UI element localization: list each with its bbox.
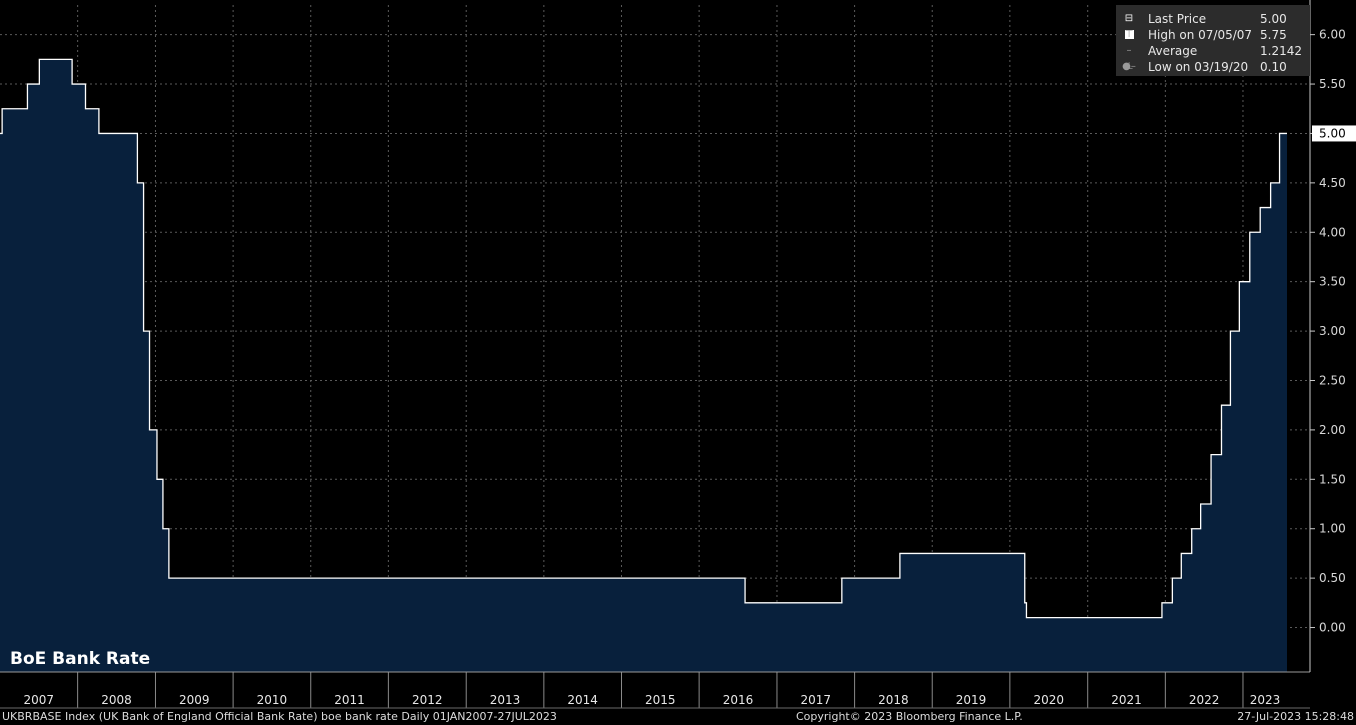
axes	[0, 0, 1315, 709]
legend-row-average[interactable]: –●– Average 1.2142	[1116, 43, 1310, 72]
last-value-text: 5.00	[1319, 126, 1346, 140]
x-tick-label: 2019	[956, 693, 987, 707]
y-tick-label: 5.50	[1319, 77, 1346, 91]
x-tick-label: 2014	[567, 693, 598, 707]
legend-row-low[interactable]: ⊥ Low on 03/19/20 0.10	[1116, 59, 1310, 75]
x-tick-label: 2015	[645, 693, 676, 707]
x-tick-label: 2012	[412, 693, 443, 707]
high-marker-icon: ⊤	[1124, 29, 1134, 40]
x-tick-label: 2016	[723, 693, 754, 707]
legend-label: Low on 03/19/20	[1148, 60, 1249, 74]
y-tick-label: 0.00	[1319, 621, 1346, 635]
y-tick-label: 4.00	[1319, 225, 1346, 239]
series-line	[0, 58, 1287, 619]
y-tick-label: 0.50	[1319, 571, 1346, 585]
legend-value: 1.2142	[1260, 44, 1302, 58]
y-tick-label: 6.00	[1319, 28, 1346, 42]
series	[0, 58, 1287, 673]
x-tick-label: 2023	[1250, 693, 1281, 707]
x-tick-label: 2009	[179, 693, 210, 707]
y-tick-label: 4.50	[1319, 176, 1346, 190]
x-tick-label: 2011	[334, 693, 365, 707]
footer-copyright: Copyright© 2023 Bloomberg Finance L.P.	[796, 710, 1023, 723]
low-marker-icon: ⊥	[1124, 61, 1134, 72]
chart-title: BoE Bank Rate	[10, 649, 150, 669]
legend-label: Average	[1148, 44, 1198, 58]
legend-value: 0.10	[1260, 60, 1287, 74]
y-tick-label: 2.00	[1319, 423, 1346, 437]
last-price-box-icon: ⊟	[1122, 11, 1136, 39]
legend-value: 5.75	[1260, 28, 1287, 42]
y-tick-label: 1.50	[1319, 472, 1346, 486]
x-tick-label: 2021	[1111, 693, 1142, 707]
x-tick-label: 2013	[490, 693, 521, 707]
legend-label: High on 07/05/07	[1148, 28, 1253, 42]
series-area	[0, 59, 1287, 673]
y-tick-label: 3.00	[1319, 324, 1346, 338]
y-tick-label: 1.00	[1319, 522, 1346, 536]
x-tick-label: 2022	[1189, 693, 1220, 707]
legend-row-last-price[interactable]: ⊟ Last Price 5.00	[1116, 11, 1310, 39]
legend-label: Last Price	[1148, 12, 1207, 26]
legend-row-high[interactable]: ⊤ High on 07/05/07 5.75	[1116, 27, 1310, 43]
x-tick-label: 2010	[257, 693, 288, 707]
x-tick-label: 2020	[1034, 693, 1065, 707]
footer-timestamp: 27-Jul-2023 15:28:48	[1237, 710, 1354, 723]
x-tick-label: 2018	[878, 693, 909, 707]
y-tick-label: 2.50	[1319, 373, 1346, 387]
average-marker-icon: –●–	[1122, 45, 1136, 72]
x-tick-label: 2017	[801, 693, 832, 707]
x-tick-label: 2007	[24, 693, 55, 707]
last-value-label: 5.00	[1312, 125, 1356, 142]
x-tick-label: 2008	[101, 693, 132, 707]
legend: ⊟ Last Price 5.00 ⊤ High on 07/05/07 5.7…	[1116, 5, 1310, 76]
legend-value: 5.00	[1260, 12, 1287, 26]
footer-description: UKBRBASE Index (UK Bank of England Offic…	[2, 710, 557, 723]
x-axis-labels: 2007 2008 2009 2010 2011 2012 2013 2014 2015 2016…	[24, 693, 1281, 707]
last-value-box	[1312, 125, 1356, 142]
y-tick-label: 3.50	[1319, 275, 1346, 289]
